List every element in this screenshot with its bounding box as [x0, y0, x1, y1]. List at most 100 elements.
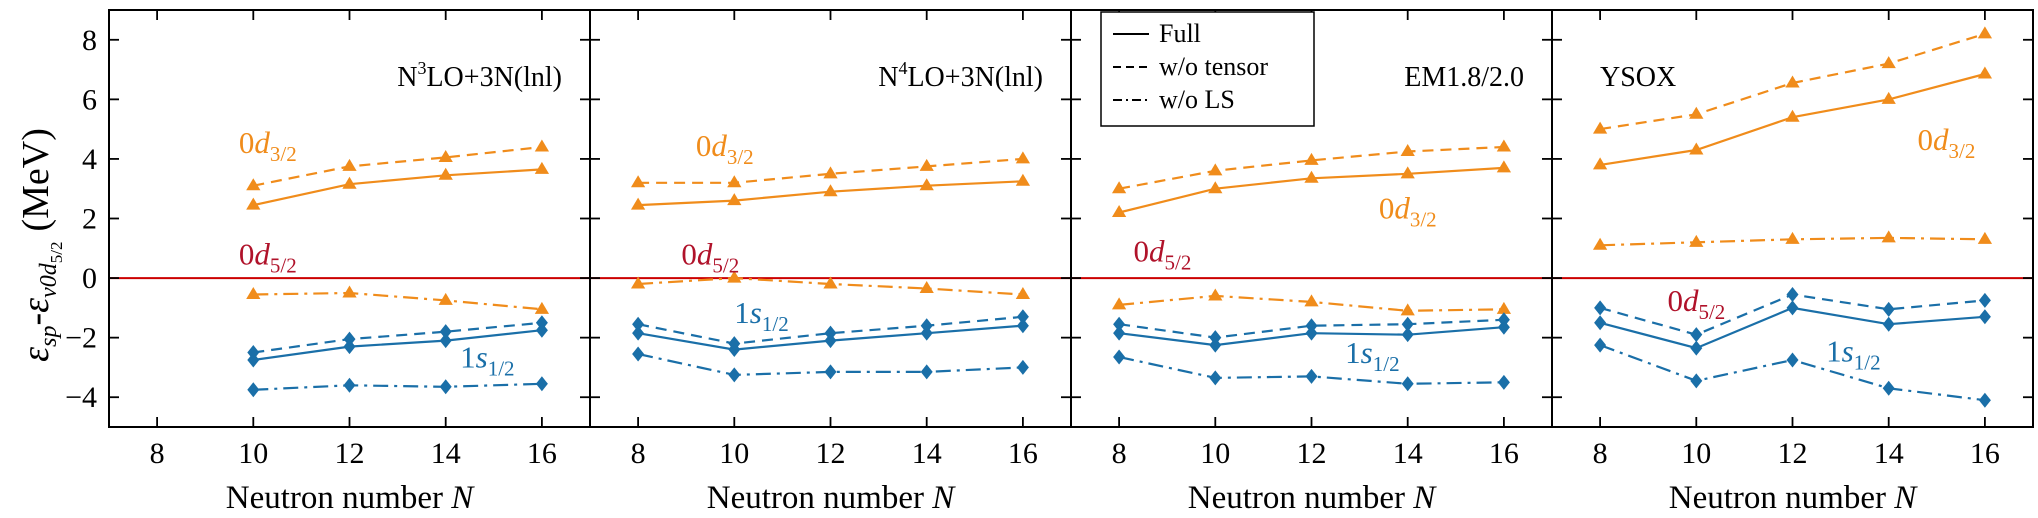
- data-point-triangle: [438, 149, 453, 162]
- data-point-triangle: [1592, 157, 1608, 170]
- data-point-diamond: [1690, 373, 1703, 389]
- panel-title-main: N: [397, 62, 417, 93]
- data-point-triangle: [1015, 286, 1031, 299]
- series-1s1-2-wols: [247, 376, 548, 398]
- data-point-diamond: [343, 331, 356, 347]
- data-point-diamond: [920, 364, 933, 380]
- series-1s1-2-wotensor: [1594, 286, 1991, 343]
- series-0d3-2-full: [1111, 160, 1512, 218]
- data-point-diamond: [1305, 318, 1318, 334]
- data-point-triangle: [823, 166, 838, 179]
- annotation-base: 0: [1667, 283, 1683, 318]
- series-line: [253, 291, 543, 311]
- annotation-base: 0: [1379, 191, 1395, 226]
- annotation-subscript: 5/2: [1698, 300, 1725, 324]
- data-point-diamond: [247, 345, 260, 361]
- annotation-base: 0: [696, 128, 712, 163]
- data-point-triangle: [1785, 109, 1800, 122]
- data-point-diamond: [439, 324, 452, 340]
- y-tick-label: −4: [65, 381, 97, 414]
- annotation-base: 0: [681, 237, 697, 272]
- x-axis-label-variable: N: [1893, 480, 1918, 516]
- series-0d3-2-wols: [630, 270, 1031, 299]
- series-line: [253, 321, 543, 354]
- data-point-diamond: [1882, 301, 1895, 317]
- data-point-diamond: [632, 346, 645, 362]
- panel-title-main: EM1.8/2.0: [1404, 62, 1524, 93]
- series-line: [253, 382, 542, 391]
- annotation-d32: 0d3/2: [1379, 191, 1437, 232]
- data-point-diamond: [1497, 374, 1510, 390]
- data-point-triangle: [1400, 143, 1415, 156]
- data-point-triangle: [1689, 142, 1704, 155]
- data-point-triangle: [630, 276, 646, 289]
- data-point-triangle: [1592, 121, 1608, 134]
- data-point-triangle: [1496, 139, 1512, 152]
- series-0d3-2-wols: [246, 285, 550, 314]
- annotation-subscript: 3/2: [1949, 139, 1976, 163]
- data-point-diamond: [1209, 330, 1222, 346]
- annotation-base: 1: [734, 295, 750, 330]
- x-tick-label: 12: [335, 437, 365, 470]
- data-point-diamond: [1594, 315, 1607, 331]
- data-point-triangle: [727, 175, 742, 188]
- data-point-triangle: [630, 197, 646, 210]
- y-tick-label: 0: [82, 262, 97, 295]
- panel-1: 8 10 12 14 16−4−2024680d3/20d5/21s1/2N3LO+3N…: [65, 9, 591, 516]
- x-tick-label: 16: [1008, 437, 1038, 470]
- annotation-base: 0: [239, 125, 255, 160]
- series-0d3-2-wols: [1592, 230, 1993, 250]
- data-point-diamond: [1016, 318, 1029, 334]
- annotation-orbital: d: [711, 128, 727, 163]
- annotation-orbital: s: [1361, 335, 1373, 370]
- data-point-triangle: [919, 158, 934, 171]
- data-point-diamond: [1786, 286, 1799, 302]
- series-1s1-2-full: [1594, 300, 1991, 356]
- annotation-orbital: s: [750, 295, 762, 330]
- data-point-triangle: [1111, 205, 1127, 218]
- data-point-triangle: [1015, 151, 1031, 164]
- series-0d3-2-wols: [1111, 288, 1512, 316]
- panel-title-superscript: 4: [898, 58, 907, 78]
- x-tick-label: 8: [1112, 437, 1127, 470]
- data-point-triangle: [534, 161, 550, 174]
- data-point-triangle: [1977, 231, 1993, 244]
- annotation-subscript: 1/2: [1373, 352, 1400, 376]
- y-tick-label: 2: [82, 203, 97, 236]
- data-point-triangle: [1881, 56, 1896, 69]
- ylabel-epsilon-1: ε: [15, 347, 57, 362]
- annotation-orbital: d: [1394, 191, 1410, 226]
- data-point-diamond: [343, 377, 356, 393]
- panel-title: YSOX: [1600, 62, 1676, 93]
- annotation-orbital: d: [1149, 234, 1165, 269]
- annotation-base: 0: [239, 237, 255, 272]
- panel-title-rest: LO+3N(lnl): [907, 62, 1043, 93]
- panel-title-main: YSOX: [1600, 62, 1676, 93]
- annotation-d52: 0d5/2: [1667, 283, 1725, 324]
- data-point-diamond: [1690, 340, 1703, 356]
- data-point-diamond: [1113, 325, 1126, 341]
- panel-3: 8 10 12 14 160d3/20d5/21s1/2EM1.8/2.0Fullw/o…: [1070, 9, 1553, 516]
- x-axis-label: Neutron number N: [1188, 480, 1437, 516]
- x-tick-label: 10: [719, 437, 749, 470]
- annotation-d32: 0d3/2: [1918, 122, 1976, 163]
- data-point-triangle: [1689, 234, 1704, 247]
- panel-2: 8 10 12 14 160d3/20d5/21s1/2N4LO+3N(lnl)Neut…: [589, 9, 1072, 516]
- x-axis-label-variable: N: [931, 480, 956, 516]
- ylabel-nu0d: ν0d: [36, 262, 62, 298]
- x-axis-label-text: Neutron number: [226, 480, 451, 516]
- annotation-subscript: 5/2: [712, 254, 739, 278]
- annotation-subscript: 1/2: [488, 356, 515, 380]
- annotation-subscript: 1/2: [1854, 350, 1881, 374]
- annotation-orbital: s: [1842, 333, 1854, 368]
- legend: Full w/o tensor w/o LS: [1100, 11, 1315, 127]
- series-1s1-2-wols: [1113, 349, 1510, 392]
- series-line: [253, 329, 543, 362]
- x-tick-label: 10: [1200, 437, 1230, 470]
- data-point-triangle: [534, 301, 550, 314]
- annotation-base: 1: [460, 339, 476, 374]
- annotation-subscript: 1/2: [762, 312, 789, 336]
- legend-box: [1100, 11, 1315, 127]
- x-axis-label-text: Neutron number: [1669, 480, 1894, 516]
